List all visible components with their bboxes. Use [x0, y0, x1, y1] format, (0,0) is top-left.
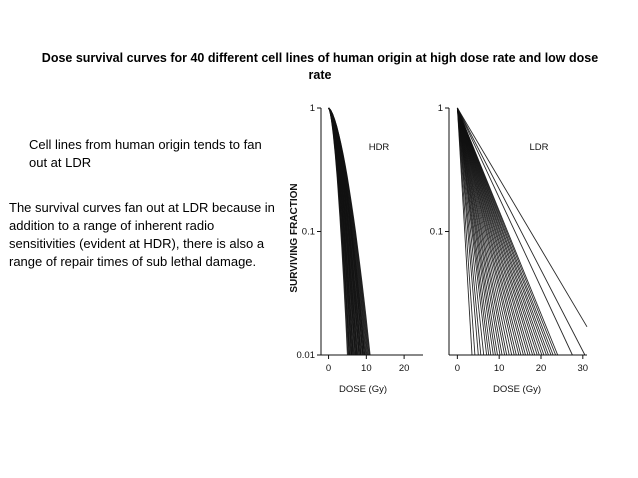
ldr-x-tick-label: 10 — [494, 363, 505, 374]
ldr-survival-curve — [456, 107, 476, 356]
survival-curves-svg: SURVIVING FRACTION HDR DOSE (Gy) 0 10 2010… — [289, 103, 588, 395]
ldr-curves — [456, 107, 588, 356]
slide-title: Dose survival curves for 40 different ce… — [41, 51, 599, 82]
ldr-survival-curve — [456, 107, 482, 356]
ldr-survival-curve — [457, 107, 586, 356]
ldr-survival-curve — [456, 107, 559, 356]
ldr-x-axis-title: DOSE (Gy) — [493, 384, 541, 395]
ldr-survival-curve — [456, 107, 485, 356]
hdr-ticks: 0 10 20 1 0.1 0.01 — [297, 103, 410, 374]
hdr-y-tick-label: 0.01 — [297, 350, 316, 361]
ldr-survival-curve — [456, 107, 573, 356]
ldr-ticks: 0 10 20 30 1 0.1 — [430, 103, 588, 374]
ldr-survival-curve — [456, 107, 473, 356]
y-axis-title: SURVIVING FRACTION — [289, 183, 300, 292]
hdr-y-tick-label: 0.1 — [302, 227, 315, 238]
hdr-panel-label: HDR — [369, 142, 390, 153]
ldr-survival-curve — [457, 107, 588, 328]
hdr-x-tick-label: 20 — [399, 363, 410, 374]
ldr-x-tick-label: 30 — [578, 363, 589, 374]
ldr-x-tick-label: 20 — [536, 363, 547, 374]
survival-curves-figure: SURVIVING FRACTION HDR DOSE (Gy) 0 10 20 1 0… — [283, 98, 603, 400]
hdr-x-tick-label: 0 — [326, 363, 331, 374]
hdr-curves — [328, 107, 371, 356]
note-fan-out: Cell lines from human origin tends to fa… — [29, 137, 262, 170]
ldr-panel: LDR DOSE (Gy) 0 10 20 30 1 0.1 — [430, 103, 588, 395]
hdr-survival-curve — [328, 107, 364, 356]
note-explanation: The survival curves fan out at LDR becau… — [9, 200, 275, 269]
ldr-x-tick-label: 0 — [455, 363, 460, 374]
hdr-survival-curve — [328, 107, 353, 356]
hdr-x-axis-title: DOSE (Gy) — [339, 384, 387, 395]
hdr-y-tick-label: 1 — [310, 103, 315, 114]
hdr-x-tick-label: 10 — [361, 363, 372, 374]
hdr-survival-curve — [328, 107, 356, 356]
hdr-survival-curve — [328, 107, 360, 356]
hdr-survival-curve — [328, 107, 371, 356]
ldr-y-tick-label: 0.1 — [430, 227, 443, 238]
hdr-panel: HDR DOSE (Gy) 0 10 20 1 0.1 0.01 — [297, 103, 423, 395]
ldr-panel-label: LDR — [529, 142, 548, 153]
ldr-y-tick-label: 1 — [438, 103, 443, 114]
